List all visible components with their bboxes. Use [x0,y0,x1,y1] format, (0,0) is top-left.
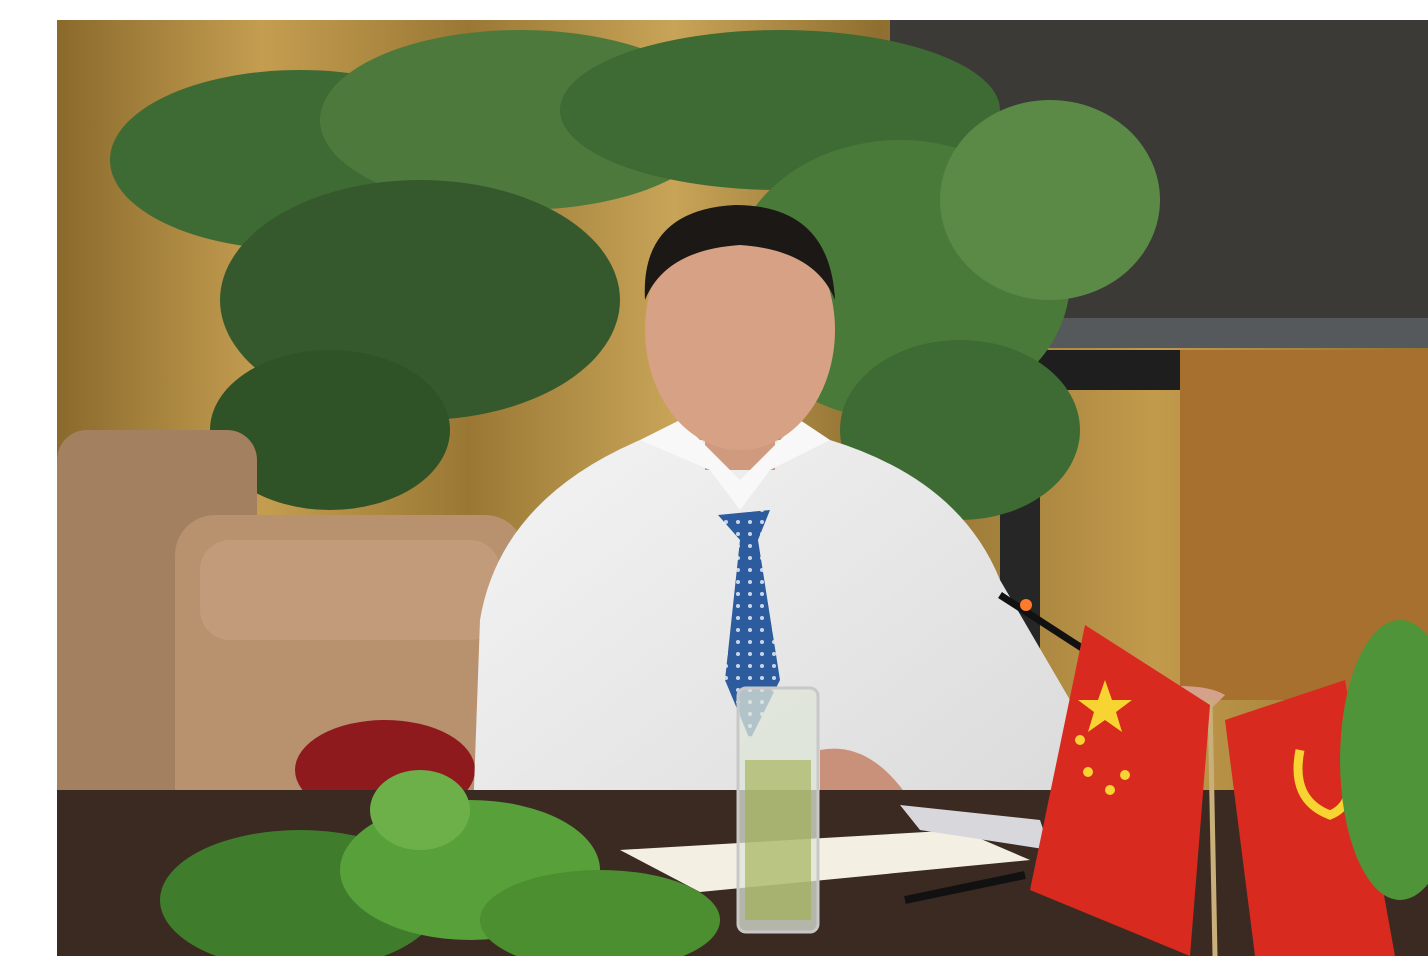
leaf-cluster [370,770,470,850]
microphone [998,592,1087,653]
hair [644,205,835,300]
chair-cushion [200,540,500,640]
flag-star [1120,770,1130,780]
pen [904,871,1026,904]
face [645,210,835,450]
collar [640,420,830,510]
flag-star [1075,735,1085,745]
leaf-cluster [210,350,450,510]
leaf-cluster [480,870,720,956]
papers [900,805,1050,850]
flag-star [1105,785,1115,795]
leaf-cluster [940,100,1160,300]
foreground-plant [160,620,1428,956]
notebook [620,830,1030,892]
tie [718,510,780,740]
microphone-light [1020,599,1032,611]
national-flag [1030,625,1210,956]
leaf-cluster [1340,620,1428,900]
tea-leaves [745,760,811,920]
flag-star [1078,680,1132,732]
flag-star [1083,767,1093,777]
flag-pole [1207,699,1218,956]
photo [57,20,1428,956]
